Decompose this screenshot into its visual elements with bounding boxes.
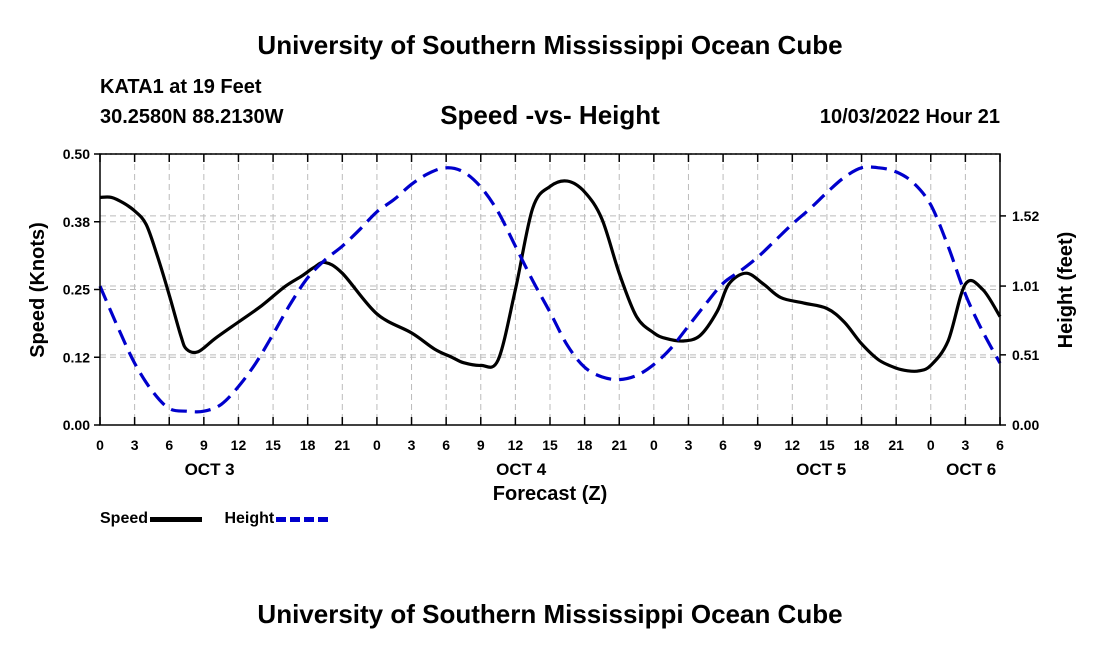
legend-label-speed: Speed (100, 510, 149, 527)
x-tick-label: 21 (335, 437, 351, 453)
x-tick-label: 3 (961, 437, 969, 453)
axes: 0 3 6 9 12 15 18 21 0 3 6 9 12 15 18 21 0 3 6 9 12 15 18 21 0 3 6O… (63, 146, 1040, 479)
y-tick-label-right: 1.52 (1012, 208, 1039, 224)
y-tick-label-left: 0.25 (63, 282, 90, 298)
x-tick-label: 0 (373, 437, 381, 453)
y-tick-label-left: 0.50 (63, 146, 90, 162)
footer-title: University of Southern Mississippi Ocean… (257, 599, 843, 629)
x-tick-label: 6 (165, 437, 173, 453)
x-tick-label: 9 (477, 437, 485, 453)
x-tick-label: 12 (785, 437, 801, 453)
legend-swatch-height (276, 516, 329, 522)
x-tick-label: 21 (888, 437, 904, 453)
legend-item-speed: Speed (100, 510, 203, 528)
forecast-datestamp: 10/03/2022 Hour 21 (819, 106, 1000, 128)
y-tick-label-left: 0.12 (63, 349, 90, 365)
x-tick-label: 18 (300, 437, 316, 453)
series-line-speed (99, 179, 1002, 373)
chart-title: University of Southern Mississippi Ocean… (257, 30, 843, 60)
x-tick-label: 21 (611, 437, 627, 453)
x-tick-label: 3 (131, 437, 139, 453)
x-tick-label: 15 (542, 437, 558, 453)
station-coordinates: 30.2580N 88.2130W (100, 106, 284, 128)
x-day-label: OCT 5 (796, 460, 846, 479)
x-tick-label: 12 (508, 437, 524, 453)
series-line-height (98, 165, 1002, 414)
y-tick-label-right: 1.01 (1012, 278, 1039, 294)
x-day-label: OCT 4 (496, 460, 547, 479)
legend-item-height: Height (224, 510, 329, 528)
x-tick-label: 9 (754, 437, 762, 453)
x-tick-label: 6 (996, 437, 1004, 453)
y-axis-label-left: Speed (Knots) (27, 222, 49, 358)
y-tick-label-right: 0.00 (1012, 417, 1039, 433)
x-tick-label: 3 (685, 437, 693, 453)
x-axis-label: Forecast (Z) (493, 483, 607, 505)
x-tick-label: 9 (200, 437, 208, 453)
y-tick-label-right: 0.51 (1012, 347, 1039, 363)
y-tick-label-left: 0.38 (63, 214, 90, 230)
x-day-label: OCT 6 (946, 460, 996, 479)
x-tick-label: 0 (927, 437, 935, 453)
y-axis-label-right: Height (feet) (1055, 232, 1077, 349)
x-tick-label: 18 (854, 437, 870, 453)
legend-swatch-speed (150, 516, 203, 522)
series-group (98, 165, 1002, 414)
y-tick-label-left: 0.00 (63, 417, 90, 433)
x-tick-label: 0 (650, 437, 658, 453)
x-tick-label: 15 (819, 437, 835, 453)
x-tick-label: 3 (408, 437, 416, 453)
x-day-label: OCT 3 (185, 460, 235, 479)
grid (100, 154, 1000, 425)
x-tick-label: 0 (96, 437, 104, 453)
x-tick-label: 15 (265, 437, 281, 453)
x-tick-label: 6 (442, 437, 450, 453)
station-label: KATA1 at 19 Feet (100, 76, 262, 98)
x-tick-label: 6 (719, 437, 727, 453)
legend: Speed Height (100, 510, 346, 528)
chart-subtitle: Speed -vs- Height (440, 100, 660, 130)
legend-label-height: Height (224, 510, 275, 527)
x-tick-label: 18 (577, 437, 593, 453)
x-tick-label: 12 (231, 437, 247, 453)
